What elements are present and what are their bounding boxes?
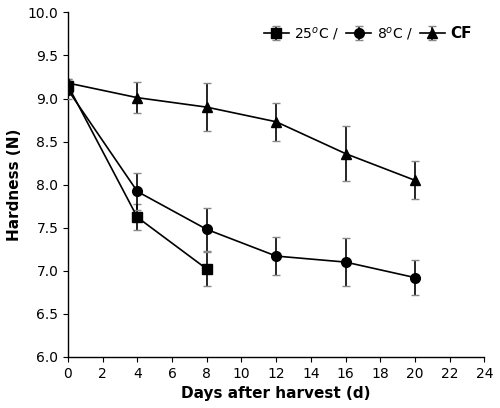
X-axis label: Days after harvest (d): Days after harvest (d) <box>182 386 371 401</box>
Legend: 25$^o$C /, 8$^o$C /, CF: 25$^o$C /, 8$^o$C /, CF <box>258 20 478 47</box>
Y-axis label: Hardness (N): Hardness (N) <box>7 129 22 241</box>
